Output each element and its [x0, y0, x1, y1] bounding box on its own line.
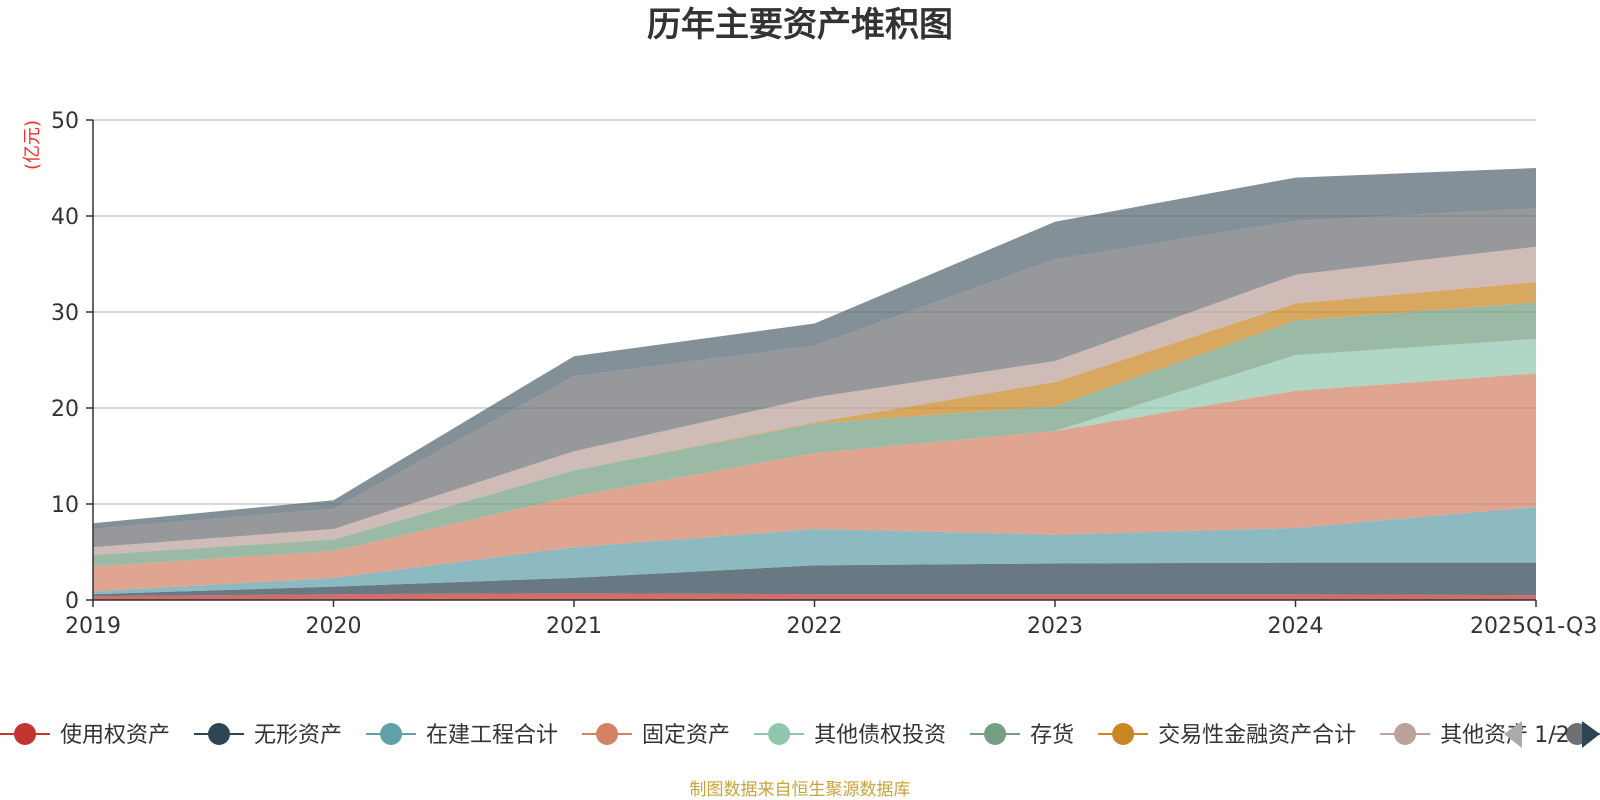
legend-label: 使用权资产 [60, 723, 170, 748]
legend-item[interactable]: 其他债权投资 [754, 723, 946, 748]
x-tick-label: 2020 [306, 614, 362, 639]
x-tick-label: 2022 [787, 614, 843, 639]
area-series-4 [93, 373, 1536, 592]
legend-label: 固定资产 [642, 723, 730, 748]
area-series-5 [93, 338, 1536, 567]
legend-pager: 1/2 [1504, 721, 1600, 748]
area-series-9 [93, 208, 1536, 548]
chart-title: 历年主要资产堆积图 [647, 5, 953, 45]
x-tick-label: 2021 [546, 614, 602, 639]
x-tick-label: 2024 [1268, 614, 1324, 639]
legend-marker [380, 723, 403, 745]
legend-item[interactable]: 无形资产 [194, 723, 342, 748]
area-series-3 [93, 506, 1536, 595]
legend-item[interactable]: 在建工程合计 [366, 723, 558, 748]
legend-item[interactable]: 固定资产 [582, 723, 730, 748]
legend-marker [596, 723, 619, 745]
legend-label: 在建工程合计 [426, 723, 558, 748]
area-series-1 [93, 593, 1536, 600]
legend-label: 其他债权投资 [814, 723, 946, 748]
legend-next-icon[interactable] [1582, 721, 1600, 748]
area-series [93, 168, 1536, 600]
y-tick-label: 40 [51, 205, 79, 230]
legend-label: 存货 [1030, 723, 1074, 748]
data-source-note: 制图数据来自恒生聚源数据库 [690, 780, 911, 800]
axes: 0 10 20 30 40 50 2019 2020 2021 2022 2023 2024 2025Q… [51, 109, 1597, 639]
legend-label: 无形资产 [254, 723, 342, 748]
x-tick-label: 2019 [65, 614, 121, 639]
legend-item[interactable]: 存货 [970, 723, 1074, 748]
x-tick-label: 2025Q1-Q3 [1470, 614, 1597, 639]
legend[interactable]: 使用权资产 无形资产 在建工程合计 固定资产 其他债权投资 存货 交易性金融资产合计 其他资产 [0, 723, 1600, 748]
area-series-10 [93, 168, 1536, 529]
legend-label: 交易性金融资产合计 [1158, 723, 1356, 748]
legend-marker [1112, 723, 1135, 745]
y-tick-label: 20 [51, 397, 79, 422]
legend-marker [14, 723, 36, 745]
y-axis-unit: (亿元) [22, 120, 43, 170]
legend-item[interactable]: 交易性金融资产合计 [1098, 723, 1356, 748]
y-tick-label: 0 [65, 589, 79, 614]
y-tick-label: 30 [51, 301, 79, 326]
legend-item[interactable]: 其他资产 [1380, 723, 1528, 748]
legend-marker [208, 723, 231, 745]
x-tick-label: 2023 [1027, 614, 1083, 639]
legend-marker [768, 723, 791, 745]
legend-marker [1394, 723, 1417, 745]
area-series-7 [93, 282, 1536, 555]
y-tick-label: 10 [51, 493, 79, 518]
legend-item[interactable]: 使用权资产 [0, 723, 170, 748]
legend-page-indicator: 1/2 [1534, 723, 1569, 748]
legend-marker [984, 723, 1007, 745]
area-series-6 [93, 302, 1536, 567]
y-tick-label: 50 [51, 109, 79, 134]
area-series-2 [93, 562, 1536, 597]
legend-prev-icon[interactable] [1504, 721, 1522, 748]
area-series-8 [93, 246, 1536, 555]
